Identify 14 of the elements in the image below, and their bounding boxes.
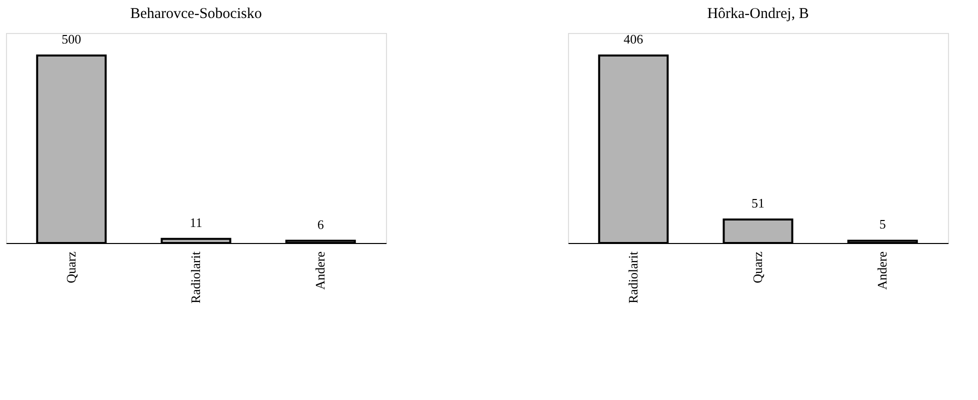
data-label: 500 [62,32,82,46]
chart-title: Beharovce-Sobocisko [130,6,262,22]
x-tick-label: Andere [312,251,328,290]
x-tick-label: Quarz [63,251,78,284]
data-label: 6 [317,216,324,232]
data-label: 5 [879,216,886,232]
data-label: 406 [624,32,644,46]
x-tick-label: Radiolarit [188,251,203,304]
data-label: 11 [190,214,202,230]
data-label: 51 [752,195,764,210]
x-tick-label: Radiolarit [625,251,640,304]
chart-title: Hôrka-Ondrej, B [707,6,809,22]
x-tick-label: Quarz [750,251,765,284]
x-tick-label: Andere [874,251,890,290]
